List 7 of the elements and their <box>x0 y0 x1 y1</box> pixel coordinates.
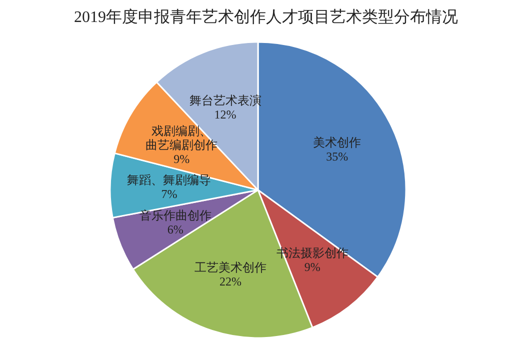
slice-label: 舞蹈、舞剧编导 7% <box>127 173 212 202</box>
chart-title: 2019年度申报青年艺术创作人才项目艺术类型分布情况 <box>74 8 458 26</box>
slice-label: 美术创作 35% <box>313 136 362 164</box>
slice-label: 音乐作曲创作 6% <box>139 208 212 237</box>
slice-label: 戏剧编剧、曲艺编剧创作 9% <box>146 124 218 166</box>
slice-label: 工艺美术创作 22% <box>194 260 267 288</box>
slice-label: 舞台艺术表演 12% <box>189 93 262 122</box>
